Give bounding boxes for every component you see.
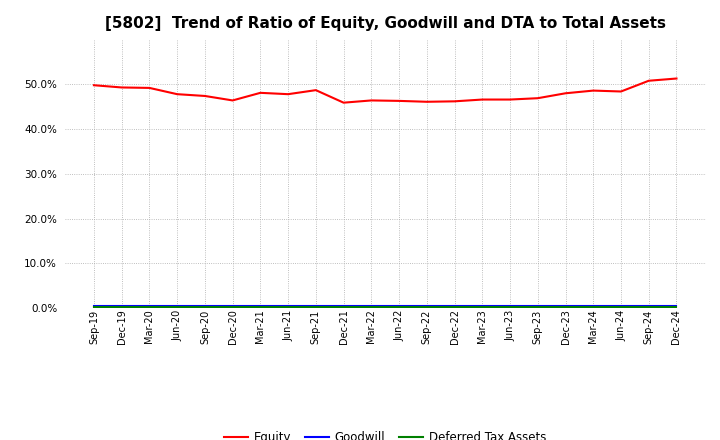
Deferred Tax Assets <box>534 304 542 309</box>
Deferred Tax Assets <box>117 304 126 309</box>
Equity <box>534 95 542 101</box>
Deferred Tax Assets <box>339 304 348 309</box>
Goodwill <box>256 303 265 308</box>
Goodwill <box>89 303 98 308</box>
Equity <box>644 78 653 84</box>
Deferred Tax Assets <box>478 304 487 309</box>
Goodwill <box>201 303 210 308</box>
Deferred Tax Assets <box>505 304 514 309</box>
Equity <box>561 91 570 96</box>
Goodwill <box>423 303 431 308</box>
Deferred Tax Assets <box>561 304 570 309</box>
Equity <box>256 90 265 95</box>
Goodwill <box>145 303 154 308</box>
Goodwill <box>561 303 570 308</box>
Goodwill <box>450 303 459 308</box>
Goodwill <box>534 303 542 308</box>
Deferred Tax Assets <box>616 304 625 309</box>
Deferred Tax Assets <box>284 304 292 309</box>
Equity <box>117 85 126 90</box>
Legend: Equity, Goodwill, Deferred Tax Assets: Equity, Goodwill, Deferred Tax Assets <box>220 427 551 440</box>
Deferred Tax Assets <box>450 304 459 309</box>
Deferred Tax Assets <box>423 304 431 309</box>
Goodwill <box>284 303 292 308</box>
Deferred Tax Assets <box>145 304 154 309</box>
Deferred Tax Assets <box>395 304 403 309</box>
Deferred Tax Assets <box>201 304 210 309</box>
Deferred Tax Assets <box>367 304 376 309</box>
Equity <box>339 100 348 105</box>
Deferred Tax Assets <box>644 304 653 309</box>
Equity <box>228 98 237 103</box>
Goodwill <box>367 303 376 308</box>
Deferred Tax Assets <box>312 304 320 309</box>
Deferred Tax Assets <box>228 304 237 309</box>
Deferred Tax Assets <box>256 304 265 309</box>
Equity <box>173 92 181 97</box>
Goodwill <box>339 303 348 308</box>
Goodwill <box>478 303 487 308</box>
Line: Equity: Equity <box>94 78 677 103</box>
Deferred Tax Assets <box>173 304 181 309</box>
Goodwill <box>312 303 320 308</box>
Goodwill <box>173 303 181 308</box>
Goodwill <box>589 303 598 308</box>
Deferred Tax Assets <box>89 304 98 309</box>
Deferred Tax Assets <box>672 304 681 309</box>
Equity <box>89 83 98 88</box>
Equity <box>312 88 320 93</box>
Goodwill <box>616 303 625 308</box>
Deferred Tax Assets <box>589 304 598 309</box>
Goodwill <box>644 303 653 308</box>
Equity <box>423 99 431 104</box>
Goodwill <box>505 303 514 308</box>
Equity <box>478 97 487 102</box>
Equity <box>145 85 154 91</box>
Equity <box>201 93 210 99</box>
Equity <box>672 76 681 81</box>
Equity <box>505 97 514 102</box>
Goodwill <box>117 303 126 308</box>
Equity <box>616 89 625 94</box>
Title: [5802]  Trend of Ratio of Equity, Goodwill and DTA to Total Assets: [5802] Trend of Ratio of Equity, Goodwil… <box>104 16 666 32</box>
Equity <box>367 98 376 103</box>
Goodwill <box>672 303 681 308</box>
Goodwill <box>395 303 403 308</box>
Equity <box>395 98 403 103</box>
Equity <box>589 88 598 93</box>
Equity <box>284 92 292 97</box>
Goodwill <box>228 303 237 308</box>
Equity <box>450 99 459 104</box>
